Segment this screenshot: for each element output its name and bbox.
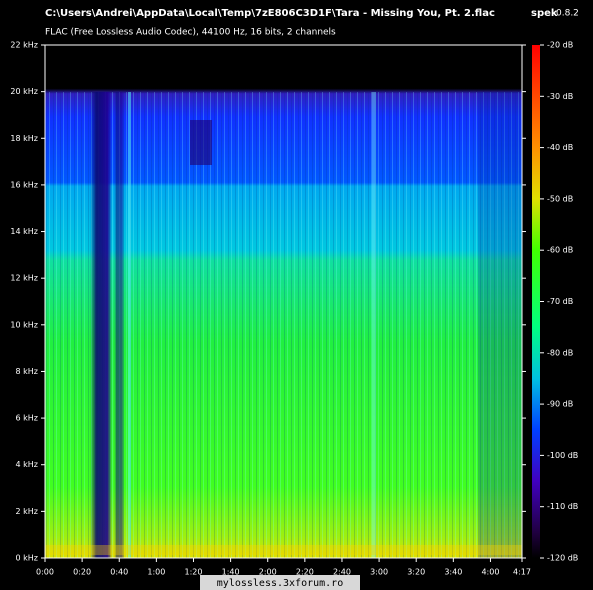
x-tick-label: 2:20 bbox=[296, 568, 314, 577]
y-tick-label: 10 kHz bbox=[10, 320, 38, 329]
color-bar-label: -110 dB bbox=[547, 502, 578, 511]
x-tick-label: 0:00 bbox=[36, 568, 54, 577]
y-tick-label: 6 kHz bbox=[16, 414, 38, 423]
x-tick-label: 2:40 bbox=[333, 568, 351, 577]
spectrogram bbox=[45, 45, 522, 558]
x-tick-label: 0:40 bbox=[110, 568, 128, 577]
y-tick-label: 2 kHz bbox=[16, 507, 38, 516]
y-tick-label: 8 kHz bbox=[16, 367, 38, 376]
plot-frame bbox=[44, 44, 523, 559]
y-tick-label: 16 kHz bbox=[10, 180, 38, 189]
color-bar bbox=[532, 45, 540, 558]
color-bar-label: -120 dB bbox=[547, 554, 578, 563]
x-tick-label: 1:20 bbox=[184, 568, 202, 577]
x-tick-label: 1:40 bbox=[222, 568, 240, 577]
y-tick-label: 20 kHz bbox=[10, 87, 38, 96]
x-tick-label: 4:17 bbox=[513, 568, 531, 577]
color-bar-label: -80 dB bbox=[547, 348, 573, 357]
x-tick-label: 1:00 bbox=[147, 568, 165, 577]
y-tick-label: 12 kHz bbox=[10, 274, 38, 283]
color-bar-label: -70 dB bbox=[547, 297, 573, 306]
watermark: mylossless.3xforum.ro bbox=[217, 578, 343, 589]
title: C:\Users\Andrei\AppData\Local\Temp\7zE80… bbox=[45, 8, 495, 19]
color-bar-label: -40 dB bbox=[547, 143, 573, 152]
color-bar-label: -100 dB bbox=[547, 451, 578, 460]
x-tick-label: 3:00 bbox=[370, 568, 388, 577]
x-tick-label: 3:20 bbox=[407, 568, 425, 577]
color-bar-label: -90 dB bbox=[547, 400, 573, 409]
x-tick-label: 3:40 bbox=[444, 568, 462, 577]
y-tick-label: 4 kHz bbox=[16, 460, 38, 469]
x-tick-label: 2:00 bbox=[259, 568, 277, 577]
color-bar-label: -20 dB bbox=[547, 41, 573, 50]
watermark-box bbox=[200, 575, 360, 590]
color-bar-label: -50 dB bbox=[547, 194, 573, 203]
app-version: 0.8.2 bbox=[556, 9, 579, 19]
x-tick-label: 4:00 bbox=[481, 568, 499, 577]
color-bar-label: -60 dB bbox=[547, 246, 573, 255]
y-tick-label: 14 kHz bbox=[10, 227, 38, 236]
y-tick-label: 18 kHz bbox=[10, 134, 38, 143]
app-name: spek bbox=[531, 8, 558, 19]
x-tick-label: 0:20 bbox=[73, 568, 91, 577]
y-tick-label: 22 kHz bbox=[10, 41, 38, 50]
subtitle: FLAC (Free Lossless Audio Codec), 44100 … bbox=[45, 28, 336, 38]
color-bar-label: -30 dB bbox=[547, 92, 573, 101]
y-tick-label: 0 kHz bbox=[16, 554, 38, 563]
